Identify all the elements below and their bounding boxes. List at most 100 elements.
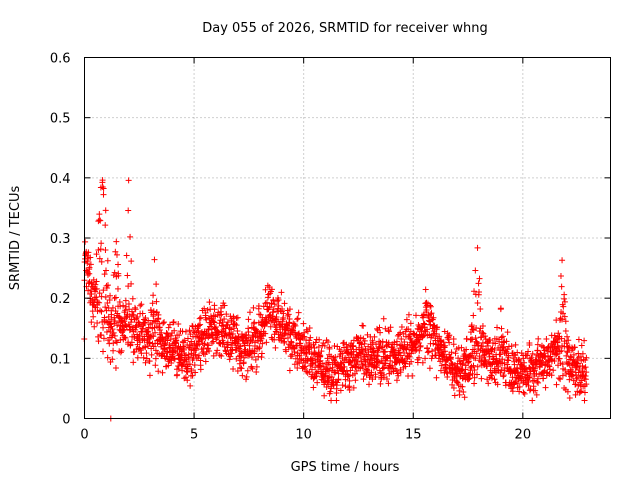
- data-point: [559, 257, 566, 264]
- data-point: [319, 360, 326, 367]
- data-point: [502, 382, 509, 389]
- data-point: [245, 329, 252, 336]
- data-point: [142, 359, 149, 366]
- data-point: [234, 327, 241, 334]
- data-point: [583, 369, 590, 376]
- data-point: [246, 309, 253, 316]
- data-point: [325, 374, 332, 381]
- data-point: [173, 340, 180, 347]
- data-point: [182, 374, 189, 381]
- data-point: [562, 366, 569, 373]
- data-point: [436, 333, 443, 340]
- data-point: [288, 339, 295, 346]
- data-point: [346, 377, 353, 384]
- data-point: [500, 344, 507, 351]
- data-point: [88, 319, 95, 326]
- data-point: [238, 365, 245, 372]
- data-point: [509, 374, 516, 381]
- data-point: [372, 374, 379, 381]
- data-point: [452, 350, 459, 357]
- data-point: [275, 297, 282, 304]
- data-point: [472, 355, 479, 362]
- data-point: [246, 342, 253, 349]
- data-point: [188, 338, 195, 345]
- data-point: [566, 395, 573, 402]
- data-point: [91, 285, 98, 292]
- data-point: [102, 304, 109, 311]
- data-point: [369, 344, 376, 351]
- data-point: [95, 338, 102, 345]
- data-point: [541, 368, 548, 375]
- data-point: [561, 298, 568, 305]
- data-point: [272, 344, 279, 351]
- data-point: [100, 191, 107, 198]
- y-tick-label: 0: [62, 413, 70, 428]
- data-point: [473, 350, 480, 357]
- data-point: [268, 286, 275, 293]
- data-point: [318, 348, 325, 355]
- data-point: [386, 328, 393, 335]
- data-point: [285, 327, 292, 334]
- data-point: [469, 336, 476, 343]
- data-point: [195, 322, 202, 329]
- data-point: [312, 339, 319, 346]
- data-point: [175, 366, 182, 373]
- data-point: [392, 351, 399, 358]
- data-point: [470, 312, 477, 319]
- data-point: [333, 397, 340, 404]
- data-point: [444, 370, 451, 377]
- data-point: [196, 352, 203, 359]
- data-point: [448, 360, 455, 367]
- data-point: [394, 332, 401, 339]
- data-point: [155, 311, 162, 318]
- data-point: [459, 375, 466, 382]
- data-point: [387, 324, 394, 331]
- data-point: [477, 305, 484, 312]
- data-point: [114, 285, 121, 292]
- data-point: [85, 249, 92, 256]
- data-point: [484, 363, 491, 370]
- data-point: [314, 368, 321, 375]
- data-point: [128, 308, 135, 315]
- data-point: [82, 238, 89, 245]
- data-point: [306, 325, 313, 332]
- data-point: [186, 342, 193, 349]
- data-point: [357, 334, 364, 341]
- data-point: [164, 337, 171, 344]
- data-point: [463, 346, 470, 353]
- data-point: [284, 335, 291, 342]
- data-point: [578, 342, 585, 349]
- data-point: [559, 372, 566, 379]
- data-point: [102, 207, 109, 214]
- data-point: [97, 246, 104, 253]
- data-point: [88, 280, 95, 287]
- data-point: [343, 368, 350, 375]
- data-point: [406, 353, 413, 360]
- data-point: [94, 299, 101, 306]
- data-point: [193, 346, 200, 353]
- data-point: [426, 365, 433, 372]
- data-point: [380, 315, 387, 322]
- data-point: [529, 397, 536, 404]
- data-point: [292, 355, 299, 362]
- data-point: [422, 355, 429, 362]
- data-point: [427, 311, 434, 318]
- data-point: [345, 384, 352, 391]
- data-point: [109, 356, 116, 363]
- data-point: [326, 345, 333, 352]
- data-point: [219, 340, 226, 347]
- data-point: [130, 312, 137, 319]
- data-point: [341, 363, 348, 370]
- data-point: [142, 344, 149, 351]
- data-point: [140, 322, 147, 329]
- data-point: [111, 317, 118, 324]
- data-point: [482, 333, 489, 340]
- data-point: [286, 315, 293, 322]
- data-point: [393, 377, 400, 384]
- data-point: [100, 287, 107, 294]
- y-tick-label: 0.6: [50, 52, 71, 67]
- data-point: [176, 332, 183, 339]
- data-point: [286, 367, 293, 374]
- data-point: [219, 319, 226, 326]
